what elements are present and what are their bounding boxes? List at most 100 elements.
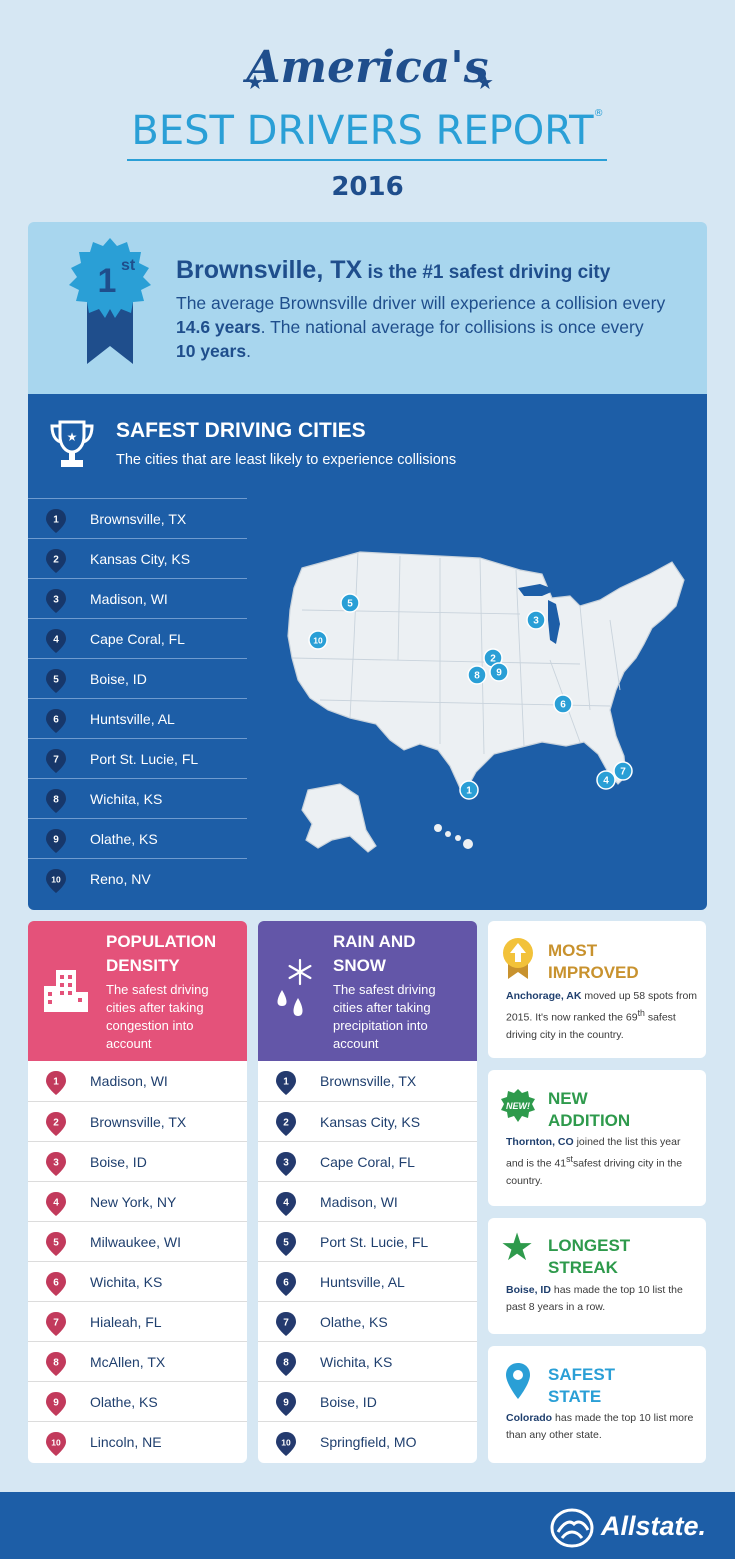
population-density-city-row: 6 Wichita, KS <box>28 1261 247 1301</box>
population-density-city-row: 3 Boise, ID <box>28 1141 247 1181</box>
rank-pin-icon: 9 <box>46 829 66 853</box>
safest-city-city: Olathe, KS <box>90 831 158 847</box>
location-pin-icon <box>506 1363 530 1399</box>
svg-text:1: 1 <box>466 786 472 797</box>
population-density-city-city: Boise, ID <box>90 1154 147 1170</box>
rank-pin-icon: 8 <box>46 1352 66 1376</box>
map-marker: 7 <box>613 761 633 781</box>
svg-text:10: 10 <box>51 875 61 885</box>
svg-text:4: 4 <box>283 1198 289 1209</box>
rain-snow-city-city: Boise, ID <box>320 1394 377 1410</box>
svg-text:2: 2 <box>53 555 59 566</box>
most-improved-text: Anchorage, AK moved up 58 spots from 201… <box>506 988 700 1044</box>
svg-text:8: 8 <box>53 1358 59 1369</box>
most-improved-text-b: safest driving city in the country. <box>506 1011 676 1041</box>
rain-snow-city-row: 3 Cape Coral, FL <box>258 1141 477 1181</box>
us-map-hawaii <box>434 824 473 849</box>
svg-text:3: 3 <box>53 595 59 606</box>
rank-pin-icon: 6 <box>46 709 66 733</box>
svg-text:2: 2 <box>283 1118 289 1129</box>
new-addition-title: NEW ADDITION <box>548 1088 630 1132</box>
svg-text:5: 5 <box>53 675 59 686</box>
population-density-city-row: 10 Lincoln, NE <box>28 1421 247 1461</box>
allstate-brand: Allstate <box>601 1511 699 1541</box>
rain-snow-city-row: 4 Madison, WI <box>258 1181 477 1221</box>
most-improved-text-a: moved up 58 spots from 2015. It's now ra… <box>506 990 698 1024</box>
star-icon: ★ <box>500 1227 535 1269</box>
svg-text:7: 7 <box>620 767 626 778</box>
rank-pin-icon: 2 <box>46 549 66 573</box>
rain-snow-city-row: 2 Kansas City, KS <box>258 1101 477 1141</box>
rank-pin-icon: 1 <box>46 509 66 533</box>
svg-text:1: 1 <box>53 515 59 526</box>
population-density-city-row: 7 Hialeah, FL <box>28 1301 247 1341</box>
rank-pin-icon: 10 <box>46 869 66 893</box>
us-map-mainland <box>287 551 685 791</box>
map-marker: 8 <box>467 665 487 685</box>
first-place-years-national: 10 years <box>176 341 247 361</box>
safest-city-row: 2 Kansas City, KS <box>28 538 247 578</box>
map-markers: 5 10 3 28 9 6 47 1 <box>308 593 633 800</box>
most-improved-sup: th <box>637 1008 645 1018</box>
first-place-text-c: . <box>246 341 251 361</box>
svg-text:★: ★ <box>67 430 78 444</box>
svg-text:7: 7 <box>53 755 59 766</box>
safest-city-row: 1 Brownsville, TX <box>28 498 247 538</box>
svg-text:7: 7 <box>53 1318 59 1329</box>
safest-city-city: Cape Coral, FL <box>90 631 185 647</box>
safest-city-row: 10 Reno, NV <box>28 858 247 898</box>
new-addition-card: NEW! NEW ADDITION Thornton, CO joined the… <box>488 1070 706 1206</box>
population-density-title-line2: DENSITY <box>106 956 180 975</box>
longest-streak-title-line1: LONGEST <box>548 1236 631 1255</box>
great-lake-michigan <box>548 600 560 644</box>
building-icon <box>44 970 88 1012</box>
rank-pin-icon: 9 <box>276 1392 296 1416</box>
safest-state-card: SAFEST STATE Colorado has made the top 10… <box>488 1346 706 1463</box>
rank-pin-icon: 9 <box>46 1392 66 1416</box>
star-icon-left: ★ <box>246 72 264 94</box>
safest-city-city: Wichita, KS <box>90 791 163 807</box>
header-script-title: America's <box>246 42 489 93</box>
rank-pin-icon: 6 <box>46 1272 66 1296</box>
svg-text:8: 8 <box>53 795 59 806</box>
safest-state-name: Colorado <box>506 1412 553 1424</box>
svg-text:9: 9 <box>53 1398 59 1409</box>
rain-snow-city-row: 6 Huntsville, AL <box>258 1261 477 1301</box>
safest-city-city: Kansas City, KS <box>90 551 191 567</box>
allstate-hands-logo-icon <box>550 1508 594 1548</box>
rank-pin-icon: 4 <box>46 1192 66 1216</box>
svg-text:6: 6 <box>560 700 566 711</box>
population-density-city-city: Lincoln, NE <box>90 1434 162 1450</box>
svg-text:6: 6 <box>283 1278 289 1289</box>
rank-pin-icon: 7 <box>46 1312 66 1336</box>
header-divider <box>127 159 607 161</box>
population-density-city-city: Olathe, KS <box>90 1394 158 1410</box>
rank-pin-icon: 1 <box>46 1071 66 1095</box>
rank-pin-icon: 8 <box>276 1352 296 1376</box>
rank-pin-icon: 10 <box>276 1432 296 1456</box>
population-density-body <box>28 1061 247 1463</box>
rain-snow-city-row: 8 Wichita, KS <box>258 1341 477 1381</box>
safest-state-title-line1: SAFEST <box>548 1365 616 1384</box>
rain-snow-city-row: 7 Olathe, KS <box>258 1301 477 1341</box>
population-density-title-line1: POPULATION <box>106 932 217 951</box>
header-main-title-text: BEST DRIVERS REPORT <box>131 108 594 154</box>
up-arrow-ribbon-icon <box>503 938 533 979</box>
svg-text:5: 5 <box>347 599 353 610</box>
safest-city-row: 9 Olathe, KS <box>28 818 247 858</box>
rank-pin-icon: 8 <box>46 789 66 813</box>
new-addition-city: Thornton, CO <box>506 1136 574 1148</box>
svg-text:1: 1 <box>53 1077 59 1088</box>
badge-rank-suffix: st <box>121 257 136 274</box>
svg-text:5: 5 <box>53 1238 59 1249</box>
allstate-mark: . <box>698 1511 707 1541</box>
rank-pin-icon: 3 <box>46 1152 66 1176</box>
safest-cities-title: SAFEST DRIVING CITIES <box>116 419 366 442</box>
rank-pin-icon: 5 <box>46 1232 66 1256</box>
us-map-alaska <box>301 783 377 853</box>
population-density-city-city: Milwaukee, WI <box>90 1234 182 1250</box>
first-place-description: The average Brownsville driver will expe… <box>176 291 666 363</box>
rank-pin-icon: 6 <box>276 1272 296 1296</box>
safest-city-city: Port St. Lucie, FL <box>90 751 199 767</box>
header-main-title: BEST DRIVERS REPORT® <box>0 108 735 154</box>
